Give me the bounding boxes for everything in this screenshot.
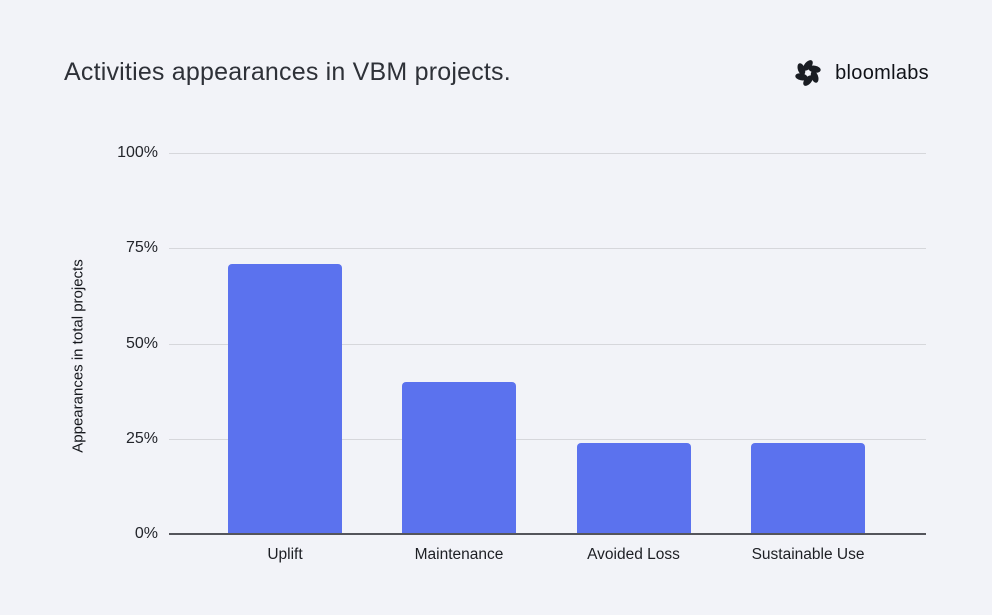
x-label-sustainable-use: Sustainable Use <box>751 546 865 563</box>
bar-sustainable-use <box>751 442 865 534</box>
y-tick-100%: 100% <box>117 144 158 161</box>
gridline-75% <box>169 248 926 250</box>
gridline-100% <box>169 153 926 154</box>
y-tick-25%: 25% <box>125 429 158 447</box>
x-axis-line <box>169 533 926 535</box>
y-tick-50%: 50% <box>125 334 158 352</box>
gridline-50% <box>169 343 926 345</box>
x-label-maintenance: Maintenance <box>414 546 504 563</box>
gridline-25% <box>169 438 926 440</box>
bar-avoided-loss <box>576 442 691 534</box>
bloomlabs-logo: bloomlabs <box>790 55 929 91</box>
y-tick-0%: 0% <box>134 525 158 542</box>
brand-name: bloomlabs <box>835 61 929 84</box>
chart-title: Activities appearances in VBM projects. <box>64 58 511 86</box>
plot-area <box>169 153 926 535</box>
pinwheel-flower-icon <box>790 55 826 91</box>
y-tick-75%: 75% <box>125 239 158 257</box>
bar-maintenance <box>402 381 516 534</box>
bar-uplift <box>228 263 342 534</box>
x-label-uplift: Uplift <box>267 546 303 563</box>
y-axis-label: Appearances in total projects <box>69 259 87 453</box>
x-label-avoided-loss: Avoided Loss <box>587 546 680 563</box>
